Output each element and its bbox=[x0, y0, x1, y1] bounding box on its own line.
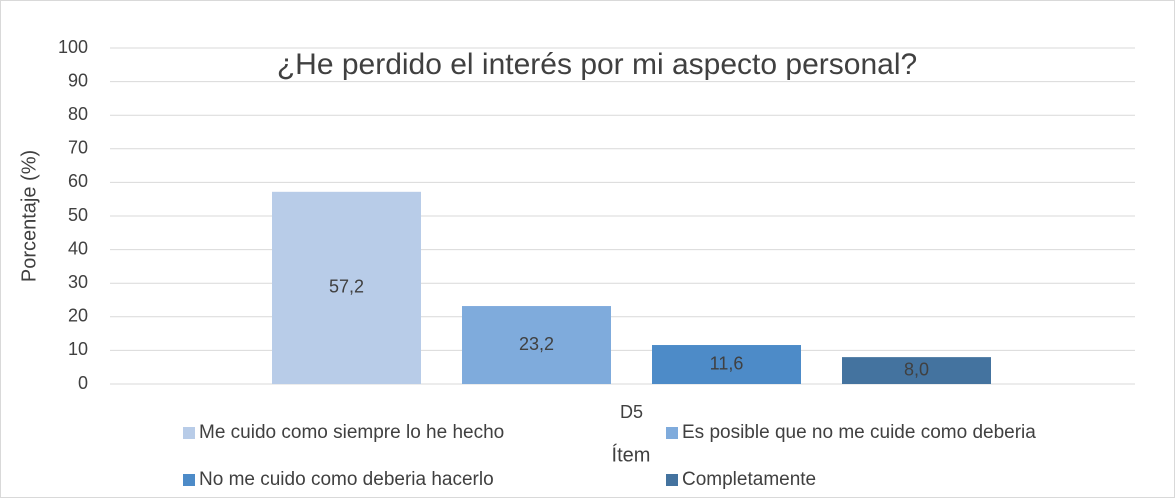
legend-swatch bbox=[183, 427, 195, 439]
data-label: 11,6 bbox=[710, 353, 744, 373]
x-tick-label: D5 bbox=[620, 402, 643, 422]
legend-swatch bbox=[666, 427, 678, 439]
bar bbox=[272, 191, 421, 384]
y-tick-label: 50 bbox=[68, 205, 88, 225]
legend-label: No me cuido como deberia hacerlo bbox=[199, 469, 494, 490]
data-label: 8,0 bbox=[904, 359, 929, 379]
bar bbox=[652, 345, 801, 384]
legend-swatch bbox=[666, 474, 678, 486]
y-tick-label: 10 bbox=[68, 339, 88, 359]
chart-title: ¿He perdido el interés por mi aspecto pe… bbox=[277, 48, 917, 81]
y-tick-label: 70 bbox=[68, 138, 88, 158]
y-tick-label: 90 bbox=[68, 70, 88, 90]
y-tick-label: 40 bbox=[68, 238, 88, 258]
y-tick-label: 100 bbox=[58, 37, 88, 57]
y-axis-title: Porcentaje (%) bbox=[18, 150, 40, 282]
legend-label: Es posible que no me cuide como deberia bbox=[682, 422, 1036, 443]
data-label: 23,2 bbox=[519, 334, 554, 354]
y-tick-label: 80 bbox=[68, 104, 88, 124]
x-axis-title: Ítem bbox=[612, 443, 651, 466]
y-tick-label: 30 bbox=[68, 272, 88, 292]
y-tick-label: 0 bbox=[78, 373, 88, 393]
bar bbox=[462, 306, 611, 384]
y-tick-label: 60 bbox=[68, 171, 88, 191]
legend-label: Completamente bbox=[682, 469, 816, 490]
data-label: 57,2 bbox=[329, 277, 364, 297]
legend-swatch bbox=[183, 474, 195, 486]
y-tick-label: 20 bbox=[68, 306, 88, 326]
bar bbox=[842, 357, 991, 384]
legend-label: Me cuido como siempre lo he hecho bbox=[199, 422, 504, 443]
